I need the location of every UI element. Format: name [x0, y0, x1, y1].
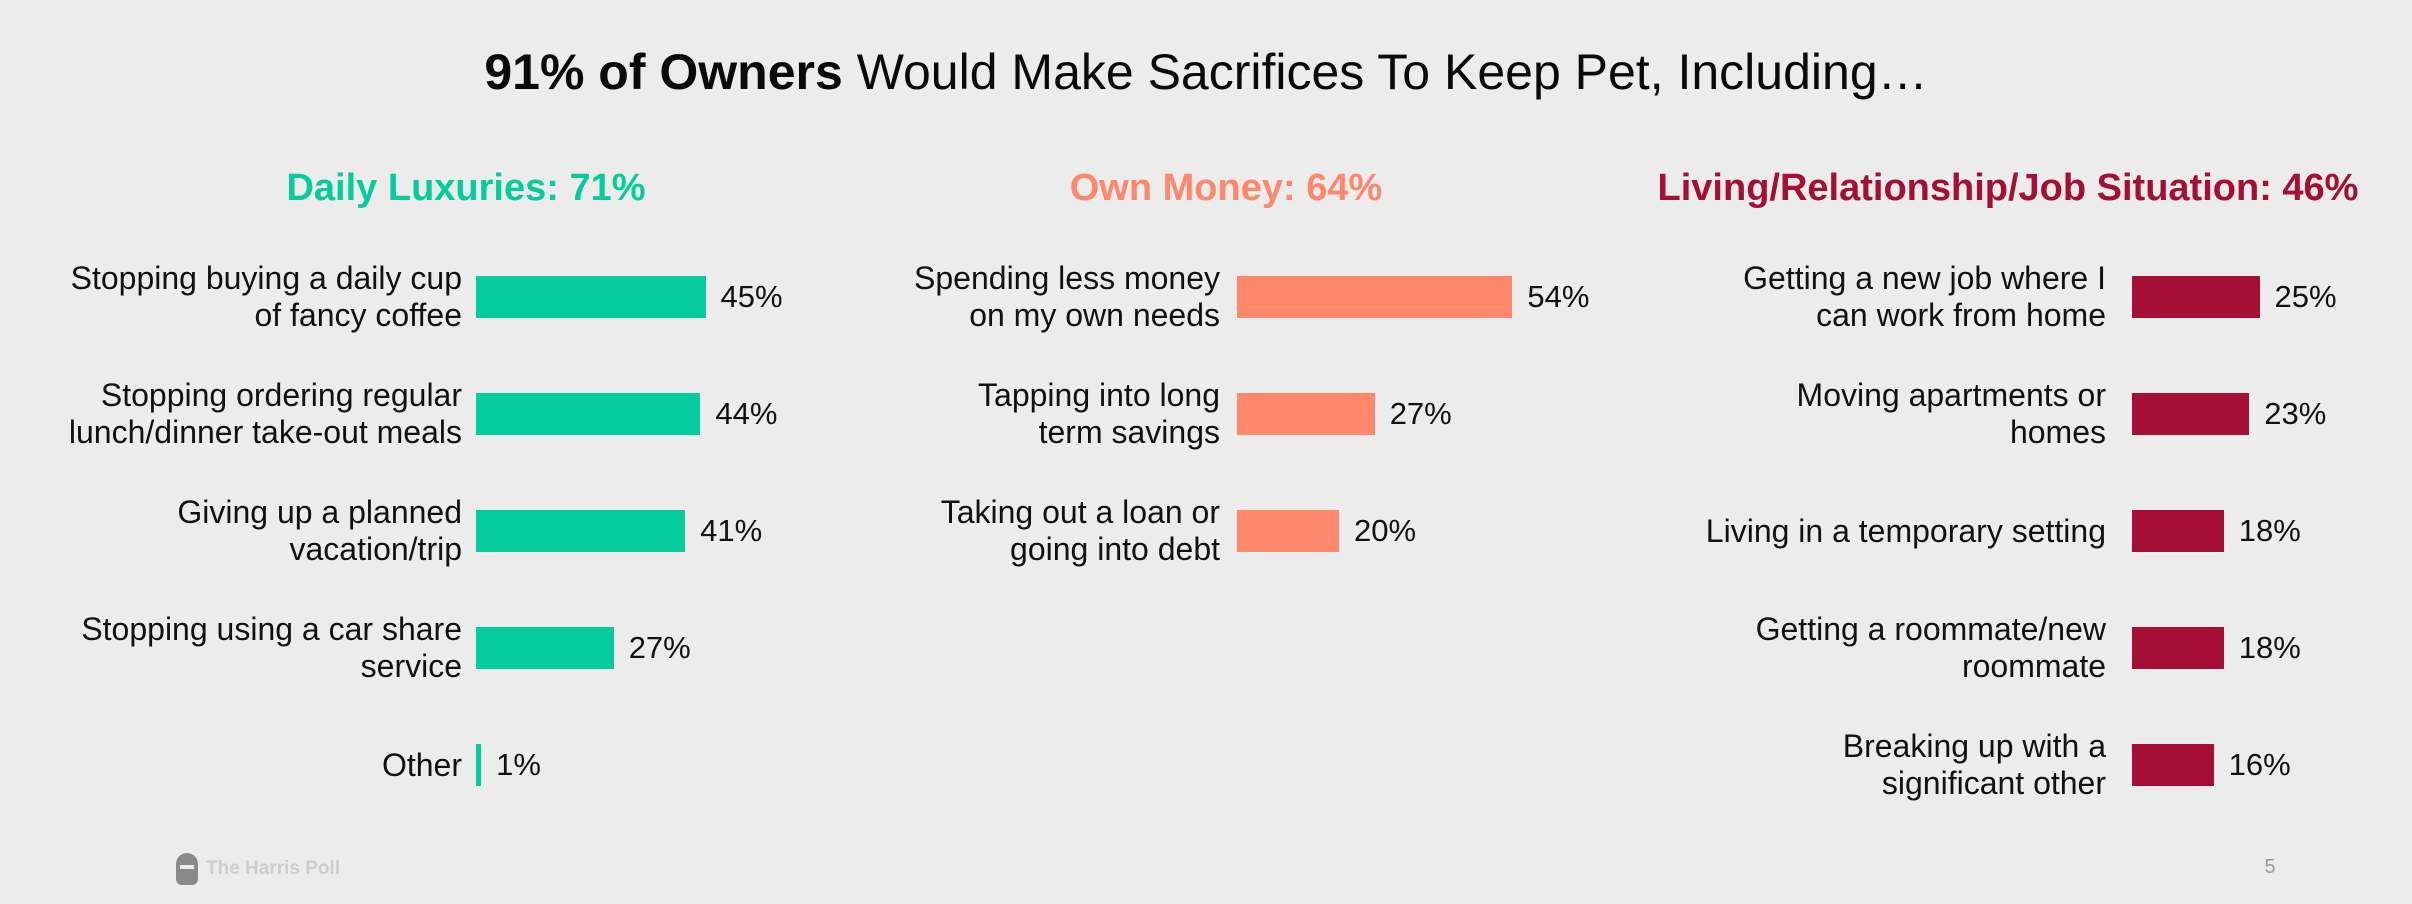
- chart-panel-2: Own Money: 64% Spending less money on my o…: [870, 0, 1630, 904]
- bar: [476, 627, 614, 669]
- slide-title: 91% of Owners Would Make Sacrifices To K…: [0, 40, 2412, 104]
- category-label: Moving apartments or homes: [1640, 369, 2106, 459]
- bar-row: Stopping ordering regular lunch/dinner ta…: [0, 369, 778, 459]
- category-label-text: Giving up a planned vacation/trip: [177, 494, 462, 567]
- bar: [476, 276, 706, 318]
- harris-poll-logo-text: The Harris Poll: [206, 858, 341, 879]
- bar-row: Other 1%: [0, 720, 760, 810]
- bar-value-label: 45%: [720, 279, 783, 314]
- bar: [1237, 276, 1513, 318]
- bar-row: Getting a roommate/new roommate 18%: [1640, 603, 2400, 693]
- bar-value-label: 18%: [2238, 630, 2301, 665]
- page-number: 5: [2264, 856, 2276, 878]
- chart-title: Daily Luxuries: 71%: [286, 167, 646, 209]
- chart-panel-1: Daily Luxuries: 71% Stopping buying a dai…: [0, 0, 783, 904]
- bar-row: Taking out a loan or going into debt 20%: [870, 486, 1630, 576]
- category-label-text: Getting a roommate/new roommate: [1755, 611, 2106, 684]
- bar: [476, 393, 701, 435]
- category-label: Stopping using a car share service: [0, 603, 462, 693]
- category-label: Giving up a planned vacation/trip: [0, 486, 462, 576]
- bar: [1237, 510, 1339, 552]
- category-label-text: Stopping using a car share service: [81, 611, 462, 684]
- bar: [476, 510, 686, 552]
- chart-panel-3: Living/Relationship/Job Situation: 46% Ge…: [1640, 0, 2400, 904]
- bar-value-label: 54%: [1527, 279, 1590, 314]
- bar-value-label: 1%: [496, 747, 541, 782]
- bar-row: Spending less money on my own needs 54%: [870, 252, 1630, 342]
- harris-poll-logo: The Harris Poll: [176, 852, 340, 886]
- category-label-text: Stopping ordering regular lunch/dinner ta…: [68, 377, 462, 450]
- category-label-text: Other: [381, 746, 462, 783]
- category-label: Stopping buying a daily cup of fancy coff…: [0, 252, 462, 342]
- bar-row: Living in a temporary setting 18%: [1640, 486, 2400, 576]
- category-label-text: Stopping buying a daily cup of fancy coff…: [70, 260, 462, 333]
- category-label: Tapping into long term savings: [870, 369, 1220, 459]
- bar-row: Stopping using a car share service 27%: [0, 603, 760, 693]
- bar: [1237, 393, 1375, 435]
- bar: [476, 744, 482, 786]
- bar-value-label: 23%: [2264, 396, 2327, 431]
- bar-value-label: 25%: [2274, 279, 2337, 314]
- bar-value-label: 41%: [700, 513, 763, 548]
- bar-row: Tapping into long term savings 27%: [870, 369, 1630, 459]
- bar: [2132, 744, 2214, 786]
- bar-value-label: 18%: [2238, 513, 2301, 548]
- bar-value-label: 27%: [1389, 396, 1452, 431]
- bar: [2132, 510, 2224, 552]
- bar-row: Breaking up with a significant other 16%: [1640, 720, 2400, 810]
- bar-value-label: 44%: [715, 396, 778, 431]
- category-label-text: Tapping into long term savings: [978, 377, 1220, 450]
- bar: [2132, 393, 2250, 435]
- chart-title: Living/Relationship/Job Situation: 46%: [1657, 167, 2359, 209]
- bar-value-label: 27%: [628, 630, 691, 665]
- category-label: Living in a temporary setting: [1640, 486, 2106, 576]
- bar-row: Stopping buying a daily cup of fancy coff…: [0, 252, 783, 342]
- bar-value-label: 20%: [1354, 513, 1417, 548]
- category-label-text: Moving apartments or homes: [1796, 377, 2106, 450]
- category-label-text: Taking out a loan or going into debt: [940, 494, 1220, 567]
- bar: [2132, 627, 2224, 669]
- category-label: Breaking up with a significant other: [1640, 720, 2106, 810]
- harris-poll-logo-icon: [176, 853, 198, 885]
- category-label-text: Living in a temporary setting: [1705, 512, 2106, 549]
- bar-row: Moving apartments or homes 23%: [1640, 369, 2400, 459]
- category-label: Spending less money on my own needs: [870, 252, 1220, 342]
- category-label: Stopping ordering regular lunch/dinner ta…: [0, 369, 462, 459]
- category-label-text: Breaking up with a significant other: [1842, 728, 2106, 801]
- slide-title-rest: Would Make Sacrifices To Keep Pet, Inclu…: [856, 44, 1928, 100]
- bar-row: Giving up a planned vacation/trip 41%: [0, 486, 763, 576]
- chart-title: Own Money: 64%: [1069, 167, 1383, 209]
- slide-title-bold: 91% of Owners: [484, 44, 843, 100]
- bar: [2132, 276, 2260, 318]
- category-label: Getting a roommate/new roommate: [1640, 603, 2106, 693]
- category-label: Other: [0, 720, 462, 810]
- category-label-text: Spending less money on my own needs: [914, 260, 1220, 333]
- category-label: Taking out a loan or going into debt: [870, 486, 1220, 576]
- bar-value-label: 16%: [2228, 747, 2291, 782]
